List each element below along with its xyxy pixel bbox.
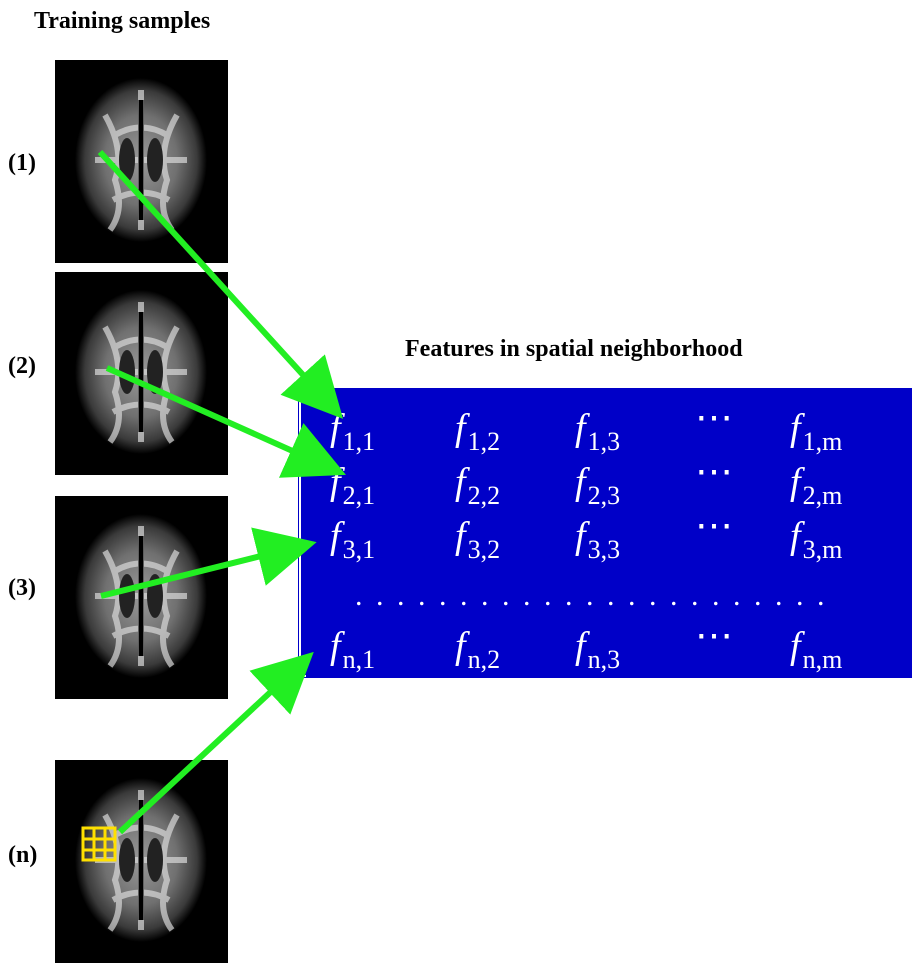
cell-subscript: 3,1 [343,535,376,564]
cell-subscript: 1,2 [468,427,501,456]
sample-image [55,760,228,963]
sample-image [55,272,228,475]
cell-subscript: 1,m [803,427,843,456]
cell-subscript: 2,2 [468,481,501,510]
sample-image [55,496,228,699]
matrix-cell: ⋯ [695,615,733,657]
sample-label: (2) [8,353,36,379]
cell-subscript: 2,3 [588,481,621,510]
cell-subscript: 2,1 [343,481,376,510]
cell-subscript: 3,2 [468,535,501,564]
diagram: Training samples (1) (2) (3) (n) Feature… [0,0,912,963]
cell-subscript: 1,1 [343,427,376,456]
matrix-cell: ⋯ [695,505,733,547]
cell-subscript: 2,m [803,481,843,510]
cell-subscript: n,m [803,645,843,674]
matrix-title: Features in spatial neighborhood [405,336,743,362]
matrix-cell: ⋯ [695,397,733,439]
cell-subscript: 3,m [803,535,843,564]
cell-subscript: 1,3 [588,427,621,456]
sample-image [55,60,228,263]
matrix-cell: ⋯ [695,451,733,493]
sample-label: (3) [8,575,36,601]
cell-subscript: n,1 [343,645,376,674]
cell-subscript: n,2 [468,645,501,674]
cell-subscript: 3,3 [588,535,621,564]
cell-subscript: n,3 [588,645,621,674]
sample-label: (1) [8,150,36,176]
ellipsis-row: . . . . . . . . . . . . . . . . . . . . … [355,579,828,612]
title: Training samples [34,8,210,34]
sample-label: (n) [8,842,37,868]
